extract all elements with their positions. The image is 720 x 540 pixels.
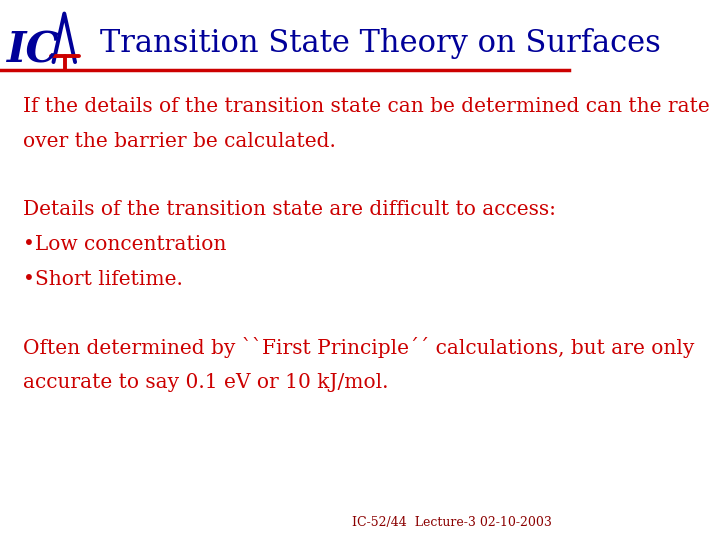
Text: •Low concentration: •Low concentration	[23, 235, 226, 254]
Text: Transition State Theory on Surfaces: Transition State Theory on Surfaces	[99, 28, 660, 59]
Text: accurate to say 0.1 eV or 10 kJ/mol.: accurate to say 0.1 eV or 10 kJ/mol.	[23, 373, 388, 392]
Text: Often determined by ``First Principle´´ calculations, but are only: Often determined by ``First Principle´´ …	[23, 338, 694, 359]
Text: •Short lifetime.: •Short lifetime.	[23, 270, 183, 289]
Text: over the barrier be calculated.: over the barrier be calculated.	[23, 132, 336, 151]
Text: Details of the transition state are difficult to access:: Details of the transition state are diff…	[23, 200, 556, 219]
Text: IC: IC	[6, 30, 60, 72]
Text: IC-52/44  Lecture-3 02-10-2003: IC-52/44 Lecture-3 02-10-2003	[352, 516, 552, 529]
Text: If the details of the transition state can be determined can the rate: If the details of the transition state c…	[23, 97, 709, 116]
